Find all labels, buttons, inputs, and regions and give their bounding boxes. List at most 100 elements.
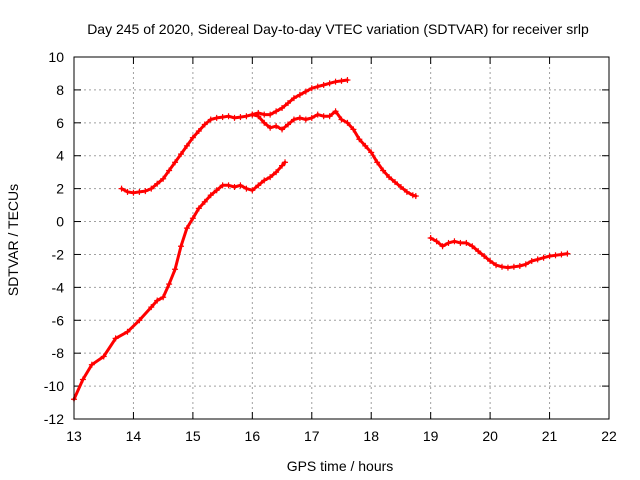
axis-ticks: 13 14 15 16 17 18 19 20 21 22 -12 -10 -8 -6 -4 -2 0 2 4 6 8 1… [44,49,617,444]
y-tick-label: 2 [56,181,64,197]
data-point [130,189,137,196]
data-point [255,113,262,120]
x-tick-label: 18 [363,428,379,444]
data-point [166,281,173,288]
data-point [273,108,280,115]
data-point [273,169,280,176]
data-point [326,113,333,120]
x-tick-label: 13 [66,428,82,444]
data-point [469,243,476,250]
data-point [499,263,505,270]
data-point [314,83,321,90]
data-point [516,262,523,269]
data-point [213,187,220,194]
data-point [409,192,416,199]
data-point [504,264,511,271]
data-point [249,187,256,194]
data-point [493,262,500,269]
data-point [142,188,149,195]
data-point [136,188,143,195]
data-point [433,238,440,245]
data-point [412,193,419,200]
data-point [451,238,458,245]
data-point [243,113,250,120]
data-point [195,128,202,135]
data-point [534,256,541,263]
data-point [338,77,345,84]
data-point [207,192,214,199]
data-point [225,182,232,189]
data-point [338,116,345,123]
grid [74,57,609,419]
data-point [267,124,274,131]
data-point [154,180,161,187]
data-point [154,297,161,304]
x-tick-label: 21 [542,428,558,444]
data-point [100,353,107,360]
data-point [290,95,297,102]
data-point [558,251,565,258]
data-point [457,239,464,246]
data-point [124,328,131,335]
data-series [71,77,571,403]
data-point [237,182,244,189]
data-point [178,243,184,250]
x-tick-label: 20 [482,428,498,444]
data-point [201,121,208,128]
data-point [172,266,179,273]
x-tick-label: 17 [304,428,320,444]
data-point [362,142,369,149]
data-point [326,80,333,87]
data-point [546,253,553,260]
data-point [344,77,351,84]
y-tick-label: 10 [48,49,64,65]
data-point [380,167,387,174]
data-point [261,119,268,126]
data-point [397,183,404,190]
y-tick-label: 8 [56,82,64,98]
series-line [120,78,349,195]
data-point [261,111,268,118]
data-point [178,151,184,158]
data-point [332,108,339,115]
y-tick-label: -8 [52,345,65,361]
data-point [314,111,321,118]
data-point [255,182,262,189]
data-point [160,175,167,182]
data-point [290,116,297,123]
data-point [296,114,303,121]
data-point [279,105,286,112]
data-point [296,91,303,98]
data-point [403,188,410,195]
data-point [160,294,167,301]
data-point [320,113,327,120]
data-point [201,198,208,205]
data-point [279,162,286,169]
data-point [374,159,381,166]
y-tick-label: -6 [52,312,65,328]
y-tick-label: 6 [56,115,64,131]
data-point [79,376,86,383]
data-point [302,116,309,123]
data-point [522,261,529,268]
series-arc-3 [249,108,419,200]
data-point [427,235,434,241]
data-point [189,215,196,222]
data-point [195,205,202,212]
data-point [392,179,398,186]
data-point [308,114,315,121]
data-point [267,174,274,181]
y-tick-label: 0 [56,214,64,230]
data-point [282,159,289,166]
plot-frame [73,56,610,420]
data-point [564,250,571,257]
data-point [261,177,268,184]
data-point [136,317,143,324]
x-tick-label: 22 [601,428,617,444]
series-line [250,109,418,198]
data-point [332,78,339,85]
data-point [528,258,535,265]
data-point [118,185,125,192]
data-point [350,126,357,133]
